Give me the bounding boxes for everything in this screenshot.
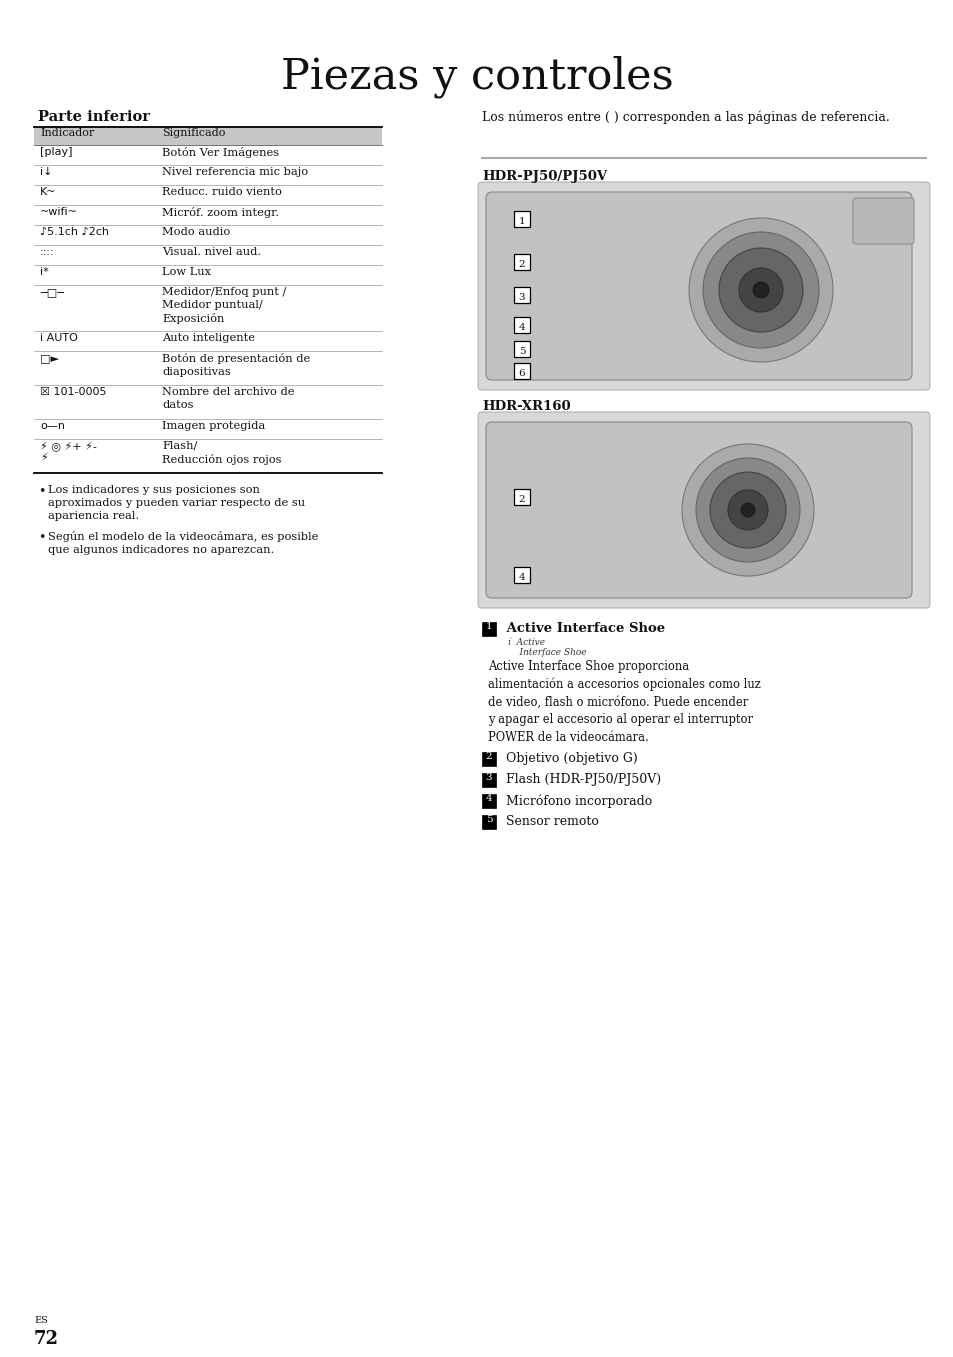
Bar (514, 254, 530, 270)
Text: •: • (38, 531, 46, 544)
Text: 1: 1 (485, 622, 492, 631)
Text: Significado: Significado (162, 128, 225, 138)
Bar (514, 567, 530, 584)
Text: Piezas y controles: Piezas y controles (280, 56, 673, 99)
Circle shape (739, 267, 782, 312)
Text: Active Interface Shoe proporciona
alimentación a accesorios opcionales como luz
: Active Interface Shoe proporciona alimen… (488, 660, 760, 744)
Text: ~wifi~: ~wifi~ (40, 208, 78, 217)
Circle shape (740, 503, 754, 517)
Text: ♪5.1ch ♪2ch: ♪5.1ch ♪2ch (40, 227, 109, 237)
Circle shape (709, 472, 785, 548)
Bar (481, 773, 496, 787)
Text: Flash (HDR-PJ50/PJ50V): Flash (HDR-PJ50/PJ50V) (501, 773, 660, 786)
Text: 72: 72 (34, 1330, 59, 1348)
Bar (514, 210, 530, 227)
Text: Visual. nivel aud.: Visual. nivel aud. (162, 247, 261, 256)
Bar (481, 622, 496, 636)
Bar (514, 364, 530, 379)
Circle shape (696, 459, 800, 562)
Text: K~: K~ (40, 187, 56, 197)
Text: ::::: :::: (40, 247, 54, 256)
Bar (34, 128, 381, 145)
Text: Los indicadores y sus posiciones son
aproximados y pueden variar respecto de su
: Los indicadores y sus posiciones son apr… (48, 484, 305, 521)
Text: 4: 4 (518, 323, 525, 332)
Bar (514, 341, 530, 357)
Bar (514, 286, 530, 303)
Text: [play]: [play] (40, 147, 72, 157)
Text: 2: 2 (485, 752, 492, 761)
Text: HDR-PJ50/PJ50V: HDR-PJ50/PJ50V (481, 170, 606, 183)
Text: Low Lux: Low Lux (162, 267, 211, 277)
Text: Modo audio: Modo audio (162, 227, 230, 237)
Text: ☒ 101-0005: ☒ 101-0005 (40, 387, 107, 398)
Text: 3: 3 (485, 773, 492, 782)
Text: Micrófono incorporado: Micrófono incorporado (501, 794, 652, 807)
FancyBboxPatch shape (852, 198, 913, 244)
Text: Medidor/Enfoq punt /
Medidor puntual/
Exposición: Medidor/Enfoq punt / Medidor puntual/ Ex… (162, 286, 286, 324)
Text: Flash/
Reducción ojos rojos: Flash/ Reducción ojos rojos (162, 441, 281, 465)
Text: ES: ES (34, 1316, 48, 1324)
FancyBboxPatch shape (477, 413, 929, 608)
Text: i*: i* (40, 267, 49, 277)
Text: Los números entre ( ) corresponden a las páginas de referencia.: Los números entre ( ) corresponden a las… (481, 110, 889, 123)
Text: Botón Ver Imágenes: Botón Ver Imágenes (162, 147, 279, 157)
Circle shape (719, 248, 802, 332)
Text: í  Active
    Interface Shoe: í Active Interface Shoe (507, 638, 586, 657)
Text: Imagen protegida: Imagen protegida (162, 421, 265, 432)
Text: Auto inteligente: Auto inteligente (162, 332, 254, 343)
FancyBboxPatch shape (485, 191, 911, 380)
Text: 4: 4 (518, 573, 525, 582)
Text: Micróf. zoom integr.: Micróf. zoom integr. (162, 208, 279, 218)
Circle shape (727, 490, 767, 531)
Text: i AUTO: i AUTO (40, 332, 78, 343)
Text: 6: 6 (518, 369, 525, 379)
Text: Parte inferior: Parte inferior (38, 110, 150, 123)
FancyBboxPatch shape (477, 182, 929, 389)
Text: 2: 2 (518, 495, 525, 503)
Text: ─□─: ─□─ (40, 286, 64, 297)
Text: 4: 4 (485, 794, 492, 803)
Bar (481, 794, 496, 807)
Text: o—n: o—n (40, 421, 65, 432)
Text: Active Interface Shoe: Active Interface Shoe (501, 622, 664, 635)
Text: Nivel referencia mic bajo: Nivel referencia mic bajo (162, 167, 308, 176)
Text: i↓: i↓ (40, 167, 52, 176)
Bar (514, 318, 530, 332)
Text: 5: 5 (485, 816, 492, 824)
Text: Nombre del archivo de
datos: Nombre del archivo de datos (162, 387, 294, 410)
Text: •: • (38, 484, 46, 498)
Text: Objetivo (objetivo G): Objetivo (objetivo G) (501, 752, 638, 765)
Text: 1: 1 (518, 217, 525, 227)
Text: Indicador: Indicador (40, 128, 94, 138)
Text: Reducc. ruido viento: Reducc. ruido viento (162, 187, 281, 197)
Circle shape (688, 218, 832, 362)
Circle shape (681, 444, 813, 575)
FancyBboxPatch shape (485, 422, 911, 598)
Text: □►: □► (40, 353, 59, 364)
Text: 3: 3 (518, 293, 525, 303)
Text: Botón de presentación de
diapositivas: Botón de presentación de diapositivas (162, 353, 310, 377)
Text: Según el modelo de la videocámara, es posible
que algunos indicadores no aparezc: Según el modelo de la videocámara, es po… (48, 531, 318, 555)
Circle shape (702, 232, 818, 347)
Bar (481, 816, 496, 829)
Text: 2: 2 (518, 261, 525, 269)
Circle shape (752, 282, 768, 299)
Bar (514, 489, 530, 505)
Bar (481, 752, 496, 765)
Text: ⚡ ◎ ⚡+ ⚡-
⚡: ⚡ ◎ ⚡+ ⚡- ⚡ (40, 441, 97, 463)
Text: HDR-XR160: HDR-XR160 (481, 400, 570, 413)
Text: Sensor remoto: Sensor remoto (501, 816, 598, 828)
Text: 5: 5 (518, 347, 525, 356)
